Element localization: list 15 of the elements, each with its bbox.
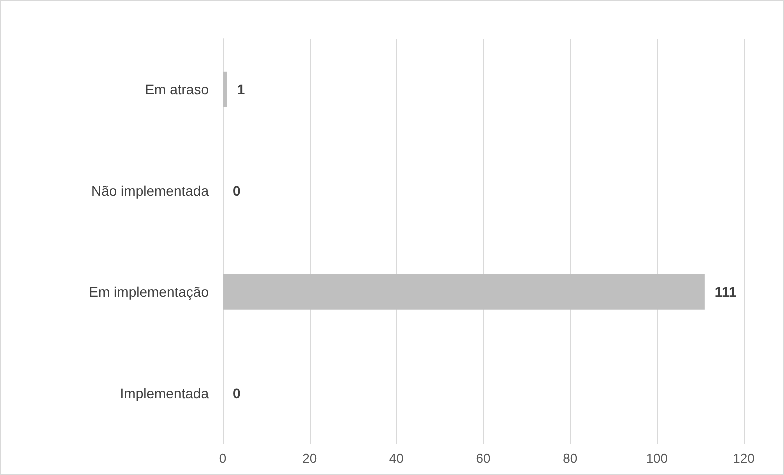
y-tick-label: Não implementada xyxy=(91,182,210,199)
data-label: 111 xyxy=(714,284,737,300)
x-tick-label: 80 xyxy=(563,451,578,466)
x-tick-label: 120 xyxy=(733,451,755,466)
data-label: 0 xyxy=(233,385,241,402)
data-label: 0 xyxy=(233,182,241,199)
x-tick-label: 40 xyxy=(389,451,404,466)
x-tick-label: 0 xyxy=(219,451,227,466)
y-tick-label: Em implementação xyxy=(89,284,210,300)
x-tick-label: 100 xyxy=(646,451,668,466)
y-tick-label: Implementada xyxy=(120,385,210,402)
x-tick-label: 60 xyxy=(476,451,491,466)
y-tick-label: Em atraso xyxy=(145,82,210,98)
x-tick-label: 20 xyxy=(302,451,318,466)
data-label: 1 xyxy=(237,82,246,98)
